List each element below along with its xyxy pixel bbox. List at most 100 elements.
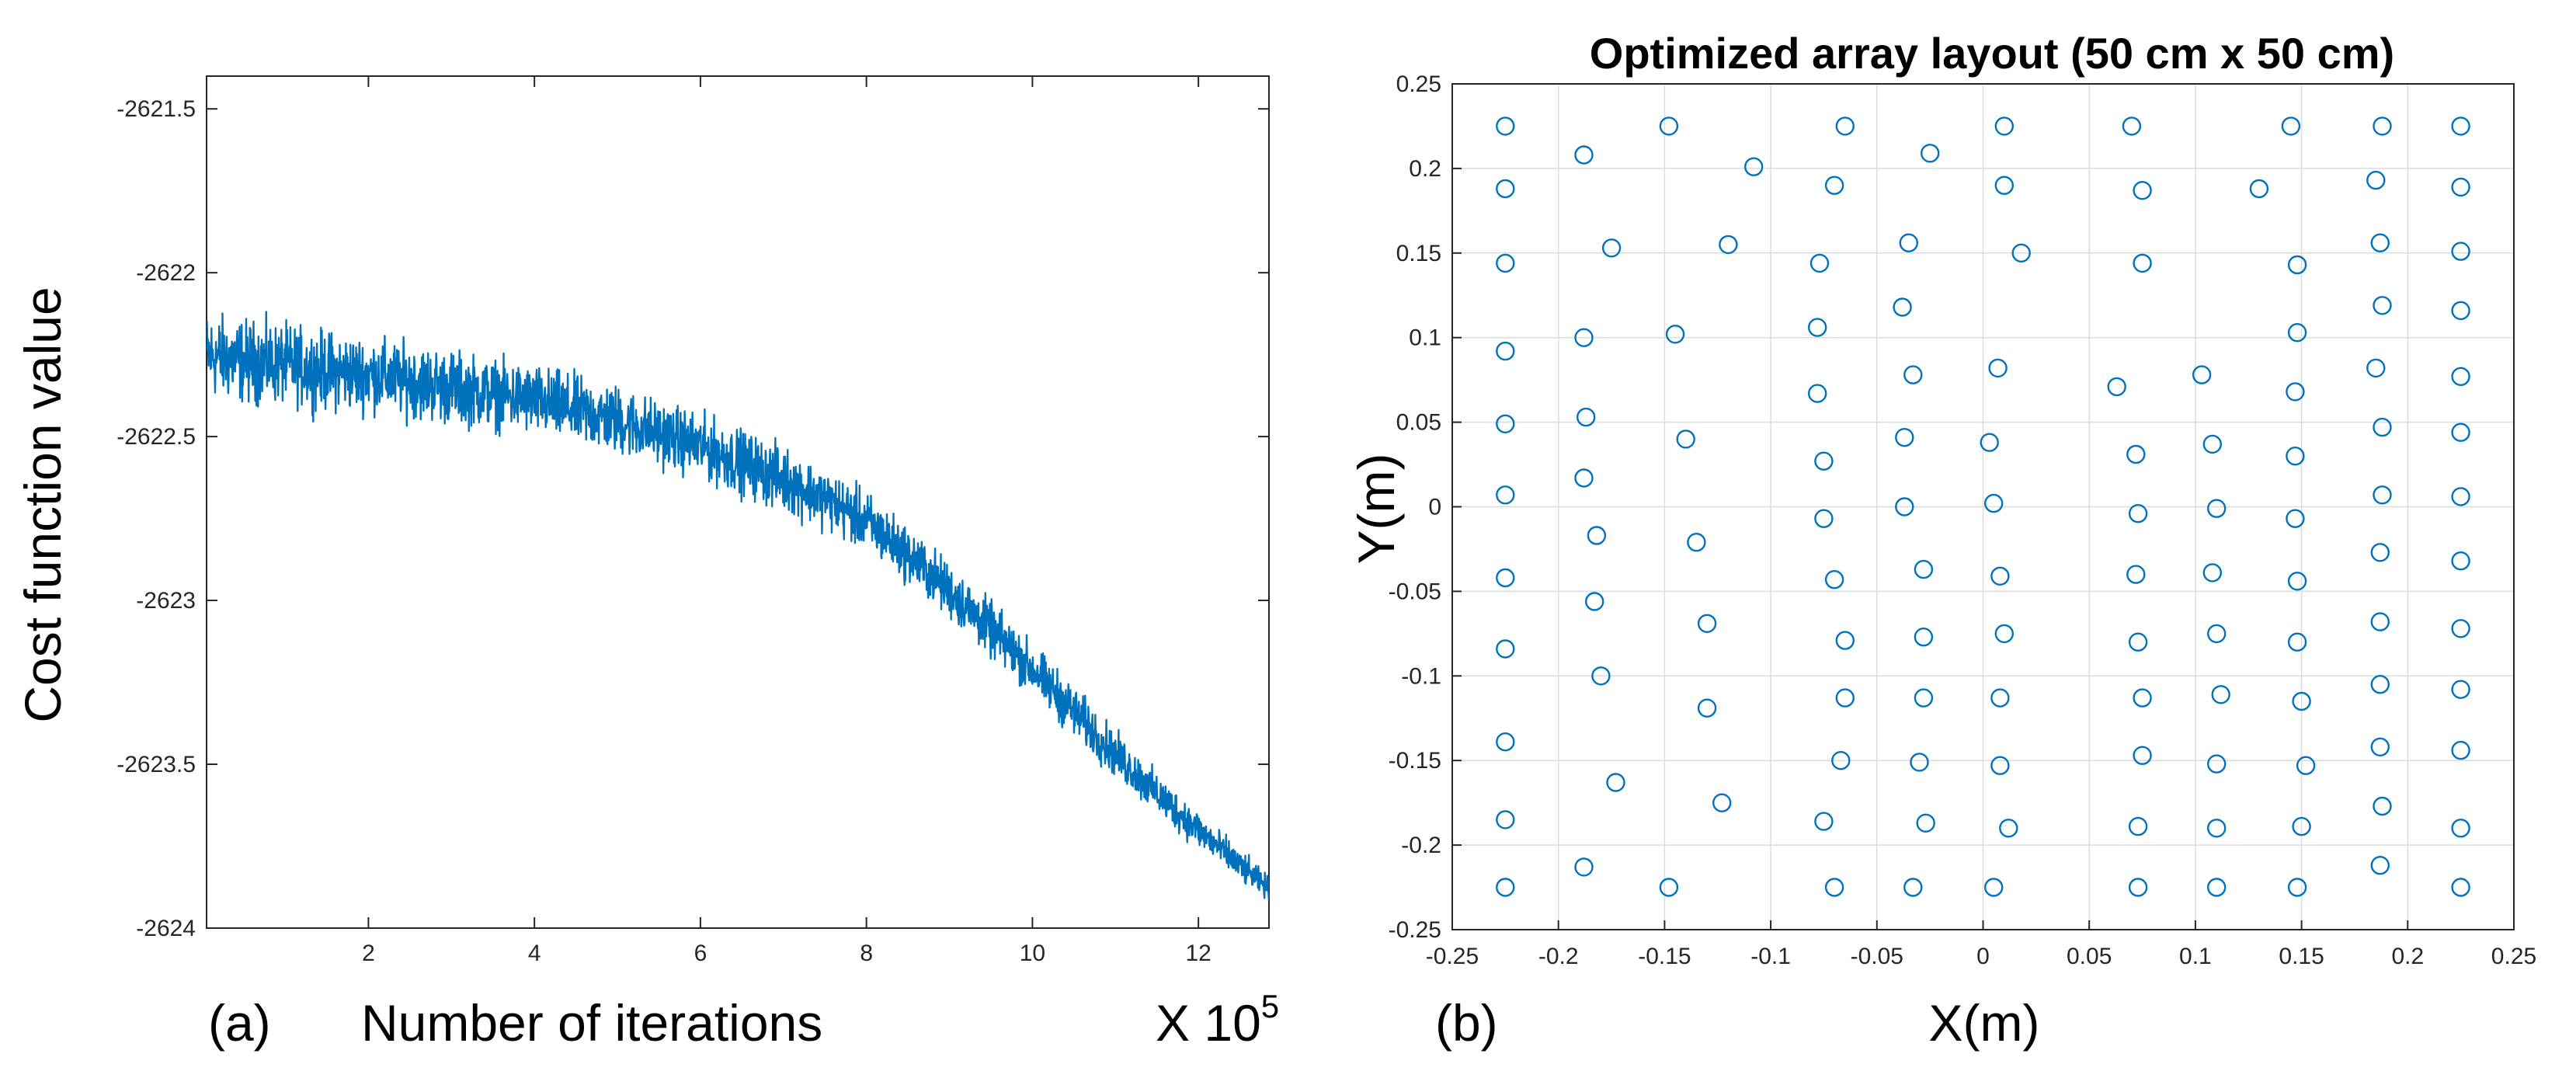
sensor-point [1903, 878, 1923, 897]
sensor-point [2373, 296, 2392, 315]
x-tick-label-b: 0.05 [2067, 944, 2112, 969]
sensor-point [1994, 116, 2015, 136]
y-tick-label-a: -2623.5 [116, 752, 196, 777]
sensor-point [1814, 812, 1834, 831]
sensor-point [1990, 566, 2010, 586]
sensor-point [1574, 857, 1594, 877]
sensor-point [1814, 451, 1834, 471]
y-tick-label-b: 0.1 [1409, 325, 1441, 351]
sensor-point [2133, 688, 2152, 708]
sensor-point [1903, 365, 1923, 384]
array-layout-chart: -0.25 -0.2 -0.15 -0.1 -0.05 0 0.05 0.1 0.15 0.2 0.… [1347, 29, 2536, 1052]
sensor-point [1990, 756, 2010, 775]
x-multiplier-a: X 105 [1156, 988, 1279, 1052]
sensor-point [1587, 526, 1607, 545]
sensor-point [2286, 447, 2305, 466]
x-tick-label-a: 6 [694, 941, 707, 966]
cost-trace-group [207, 311, 1269, 901]
sensor-point [2211, 685, 2230, 704]
x-tick-label-b: -0.15 [1638, 944, 1691, 969]
sensor-point [2011, 243, 2031, 263]
sensor-point [2249, 179, 2269, 199]
sensor-point [2192, 365, 2212, 384]
y-tick-label-a: -2623 [136, 588, 196, 614]
sensor-point [1697, 614, 1717, 633]
sensor-point [2133, 746, 2152, 765]
sensor-point [2202, 563, 2223, 582]
sensor-point [2286, 509, 2305, 528]
sensor-point [1895, 428, 1914, 447]
sensor-point [2281, 116, 2301, 136]
chart-title-b: Optimized array layout (50 cm x 50 cm) [1590, 29, 2394, 78]
x-multiplier-exponent: 5 [1261, 988, 1279, 1024]
sensor-point [1743, 157, 1764, 176]
plot-area-a [206, 75, 1270, 929]
sensor-point [2128, 816, 2148, 836]
sensor-point [1591, 666, 1611, 686]
sensor-point [2373, 796, 2392, 816]
x-tick-label-b: -0.2 [1538, 944, 1579, 969]
sensor-point [2366, 170, 2386, 190]
sensor-point [1606, 773, 1625, 792]
sensor-point [2287, 632, 2307, 652]
y-axis-label-a: Cost function value [14, 287, 71, 722]
x-tick-label-a: 2 [362, 941, 375, 966]
sensor-point [1496, 414, 1515, 433]
sensor-point [1824, 570, 1844, 589]
sensor-point [2451, 301, 2470, 321]
y-tick-label-b: -0.1 [1401, 663, 1441, 689]
sensor-point [1988, 358, 2008, 378]
sensor-point [2451, 619, 2470, 638]
y-tick-label-b: 0.05 [1396, 410, 1441, 436]
sensor-point [1574, 468, 1594, 488]
sensor-point [2287, 878, 2307, 897]
sensor-point [1983, 878, 2004, 897]
x-tick-label-a: 12 [1185, 941, 1211, 966]
sensor-point [2451, 242, 2470, 261]
x-tick-label-b: 0.2 [2391, 944, 2424, 969]
sensor-point [1659, 116, 1679, 136]
sensor-point [1601, 238, 1622, 258]
sensor-point [2287, 323, 2307, 343]
sensor-point [1719, 235, 1738, 255]
sensor-point [1496, 116, 1515, 136]
sensor-point [1676, 429, 1695, 449]
sensor-point [2206, 499, 2227, 518]
sensor-point [2370, 675, 2390, 694]
sensor-point [2128, 632, 2148, 652]
sensor-point [1576, 407, 1596, 427]
y-tick-label-a: -2624 [136, 916, 196, 941]
sensor-point [1809, 253, 1830, 273]
sensor-point [2202, 434, 2223, 454]
sensor-point [1920, 144, 1940, 163]
sensor-point [2126, 444, 2146, 464]
axes-ticks-b: -0.25 -0.2 -0.15 -0.1 -0.05 0 0.05 0.1 0.15 0.2 0.… [1389, 71, 2537, 969]
sensor-point [1496, 732, 1515, 752]
sensor-point [2133, 180, 2152, 200]
x-tick-label-a: 4 [528, 941, 541, 966]
sensor-point [2451, 116, 2470, 136]
x-tick-label-b: -0.05 [1851, 944, 1903, 969]
sensor-point [1835, 631, 1855, 650]
sensor-point [1835, 688, 1855, 708]
sensor-point [1899, 233, 1919, 252]
sensor-point [1990, 688, 2010, 708]
sensor-point [2292, 816, 2311, 836]
sensor-point [2370, 233, 2390, 252]
y-tick-label-b: -0.15 [1389, 748, 1441, 774]
sensor-point [2451, 740, 2470, 760]
sensor-point [2126, 565, 2146, 584]
sensor-point [1496, 568, 1515, 588]
y-tick-label-b: -0.25 [1389, 917, 1441, 943]
sensor-point [2451, 680, 2470, 699]
sensor-point [1895, 497, 1914, 516]
sensor-point [2373, 417, 2392, 437]
x-tick-label-a: 8 [860, 941, 873, 966]
x-tick-label-b: 0.25 [2491, 944, 2536, 969]
x-tick-label-b: 0.1 [2179, 944, 2212, 969]
cost-trace-line [207, 311, 1269, 901]
x-tick-label-b: 0.15 [2279, 944, 2324, 969]
x-multiplier-base: X 10 [1156, 994, 1261, 1052]
sensor-point [1999, 819, 2018, 838]
